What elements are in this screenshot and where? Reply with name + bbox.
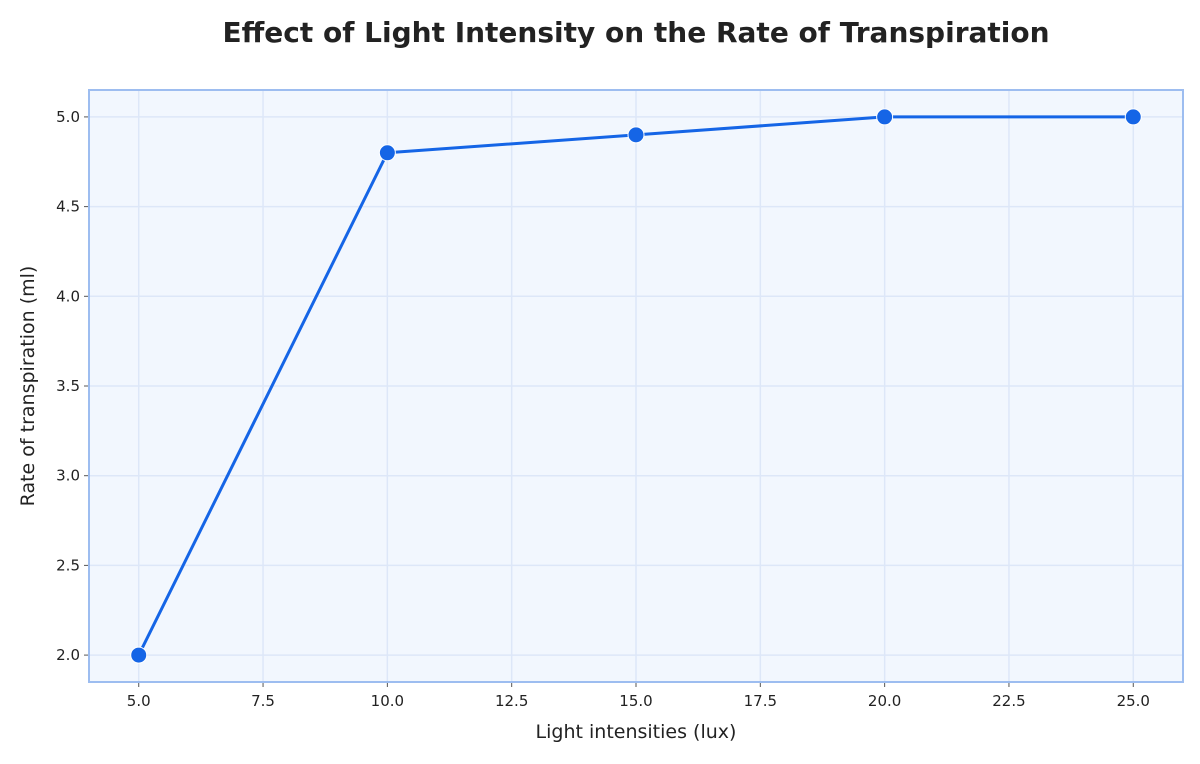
y-axis-label: Rate of transpiration (ml) (17, 266, 39, 507)
y-tick-label: 4.0 (56, 287, 80, 305)
x-tick-label: 25.0 (1117, 692, 1150, 710)
data-point (627, 126, 645, 144)
grid (89, 90, 1183, 682)
y-tick-label: 2.0 (56, 646, 80, 664)
x-axis-label: Light intensities (lux) (536, 721, 737, 743)
y-tick-label: 5.0 (56, 108, 80, 126)
y-tick-label: 3.0 (56, 467, 80, 485)
data-point (876, 108, 894, 126)
x-tick-label: 22.5 (992, 692, 1025, 710)
data-point (378, 144, 396, 162)
data-point (1124, 108, 1142, 126)
y-tick-label: 4.5 (56, 198, 80, 216)
plot-frame (88, 89, 1184, 683)
x-tick-label: 7.5 (251, 692, 275, 710)
data-point (130, 646, 148, 664)
y-tick-label: 3.5 (56, 377, 80, 395)
y-tick-label: 2.5 (56, 556, 80, 574)
series (130, 108, 1142, 664)
x-tick-label: 17.5 (744, 692, 777, 710)
chart-title: Effect of Light Intensity on the Rate of… (222, 16, 1049, 49)
x-tick-label: 20.0 (868, 692, 901, 710)
ticks: 5.0 7.5 10.0 12.5 15.0 17.5 20.0 22.5 25.0 2.0 2.5… (56, 108, 1150, 710)
x-tick-label: 12.5 (495, 692, 528, 710)
x-tick-label: 15.0 (619, 692, 652, 710)
x-tick-label: 5.0 (127, 692, 151, 710)
x-tick-label: 10.0 (371, 692, 404, 710)
